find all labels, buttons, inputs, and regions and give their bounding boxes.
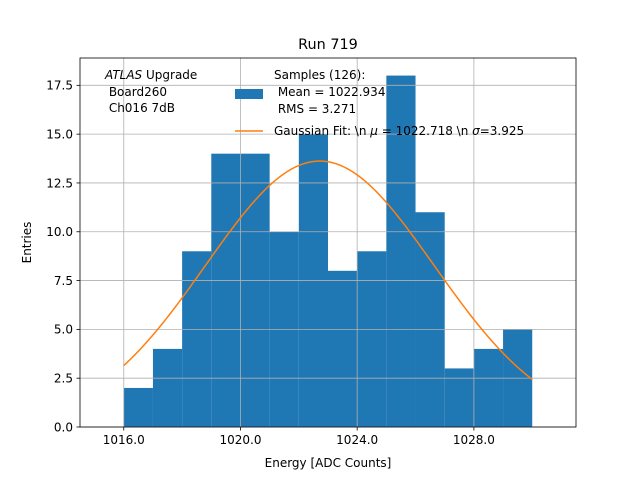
legend-hist-swatch <box>235 89 263 99</box>
histogram-bar <box>415 212 445 427</box>
y-axis-ticks: 0.0 2.5 5.0 7.5 10.0 12.5 15.0 17.5 <box>46 79 80 434</box>
y-tick-label: 7.5 <box>54 274 73 288</box>
atlas-label: ATLAS <box>104 68 143 82</box>
y-tick-label: 2.5 <box>54 371 73 385</box>
legend-fit-label: Gaussian Fit: \n μ = 1022.718 \n σ=3.925 <box>274 124 524 138</box>
histogram-bar <box>152 348 183 427</box>
legend-hist-line3: RMS = 3.271 <box>274 102 356 116</box>
axes-frame <box>79 57 577 428</box>
y-axis-label: Entries <box>20 222 34 264</box>
histogram-bar <box>211 153 241 427</box>
channel-label: Ch016 7dB <box>105 101 175 115</box>
legend: Samples (126): Mean = 1022.934 RMS = 3.2… <box>235 68 524 138</box>
x-axis-ticks: 1016.0 1020.0 1024.0 1028.0 <box>103 427 495 447</box>
x-axis-label: Energy [ADC Counts] <box>265 456 392 470</box>
svg-text:ATLAS Upgrade: ATLAS Upgrade <box>104 68 197 82</box>
y-tick-label: 0.0 <box>54 420 73 434</box>
chart-title: Run 719 <box>298 37 358 53</box>
y-tick-label: 5.0 <box>54 323 73 337</box>
gaussian-fit-curve <box>123 160 533 381</box>
x-tick-label: 1024.0 <box>336 433 378 447</box>
x-tick-label: 1016.0 <box>103 433 145 447</box>
upgrade-label: Upgrade <box>142 68 197 82</box>
legend-hist-line1: Samples (126): <box>274 68 365 82</box>
y-tick-label: 15.0 <box>46 127 73 141</box>
x-tick-label: 1020.0 <box>219 433 261 447</box>
board-label: Board260 <box>105 85 167 99</box>
legend-hist-line2: Mean = 1022.934 <box>274 85 385 99</box>
y-tick-label: 10.0 <box>46 225 73 239</box>
histogram-bar <box>328 270 358 427</box>
y-tick-label: 12.5 <box>46 176 73 190</box>
histogram-bar <box>473 348 504 427</box>
histogram-bar <box>240 153 270 427</box>
histogram-bar <box>357 251 387 427</box>
histogram-bar <box>444 368 474 427</box>
x-tick-label: 1028.0 <box>453 433 495 447</box>
y-tick-label: 17.5 <box>46 79 73 93</box>
histogram-bar <box>123 387 153 427</box>
atlas-annotation: ATLAS Upgrade Board260 Ch016 7dB <box>104 68 197 115</box>
